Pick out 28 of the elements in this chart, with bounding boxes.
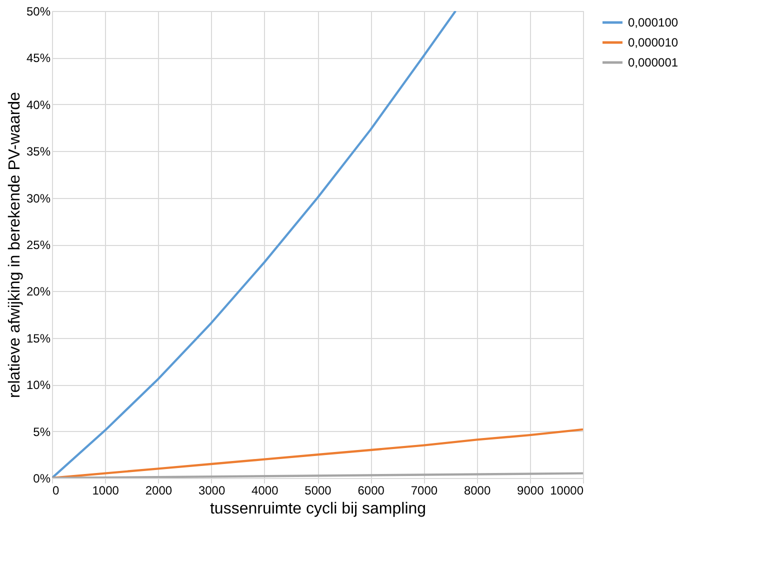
- legend-label: 0,000010: [628, 36, 678, 50]
- x-tick-label: 1000: [92, 484, 120, 498]
- x-tick-label: 0: [52, 484, 60, 498]
- x-tick-label: 4000: [252, 484, 279, 498]
- x-tick-label: 3000: [198, 484, 226, 498]
- y-tick-label: 5%: [33, 424, 51, 439]
- y-tick-label: 35%: [26, 144, 51, 159]
- x-tick-label: 8000: [464, 484, 491, 498]
- y-tick-label: 20%: [26, 284, 51, 299]
- x-tick-label: 5000: [304, 484, 332, 498]
- y-tick-label: 45%: [26, 51, 51, 66]
- x-axis-title: tussenruimte cycli bij sampling: [210, 500, 426, 518]
- y-tick-label: 40%: [26, 98, 51, 112]
- x-tick-label: 7000: [410, 484, 438, 498]
- y-tick-label: 15%: [26, 331, 51, 346]
- y-tick-label: 25%: [26, 238, 51, 252]
- y-tick-label: 50%: [26, 4, 51, 18]
- legend-label: 0,000100: [628, 16, 678, 30]
- y-tick-label: 10%: [26, 378, 51, 392]
- x-tick-label: 2000: [145, 484, 172, 498]
- y-axis-title: relatieve afwijking in berekende PV-waarde: [6, 92, 24, 398]
- y-tick-label: 0%: [33, 472, 51, 486]
- x-tick-label: 9000: [517, 484, 544, 498]
- y-tick-label: 30%: [26, 191, 51, 206]
- legend-label: 0,000001: [628, 56, 678, 70]
- x-tick-label: 6000: [358, 484, 385, 498]
- x-tick-label: 10000: [550, 484, 584, 498]
- line-series: [52, 428, 583, 478]
